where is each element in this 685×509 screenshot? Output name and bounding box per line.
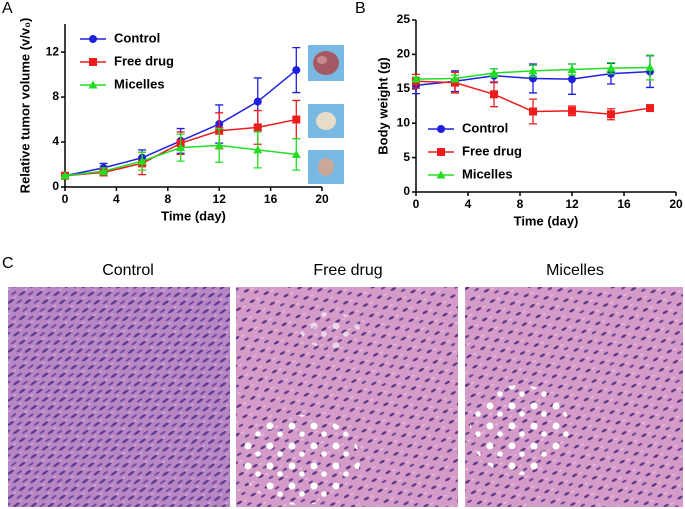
marker: [489, 68, 499, 77]
y-tick-label: 4: [52, 134, 59, 148]
y-tick-label: 8: [52, 89, 59, 103]
marker: [253, 97, 262, 106]
y-axis-label: Body weight (g): [375, 57, 390, 155]
x-tick-label: 12: [213, 192, 227, 206]
legend-marker: [89, 58, 97, 66]
marker: [645, 62, 655, 71]
histology-title: Micelles: [546, 262, 604, 279]
legend-label: Control: [462, 120, 508, 135]
x-tick-label: 16: [617, 197, 631, 211]
x-tick-label: 0: [62, 192, 69, 206]
marker: [646, 104, 654, 113]
y-tick-label: 25: [397, 12, 411, 26]
y-tick-label: 12: [46, 44, 60, 58]
marker: [567, 65, 577, 74]
tumor-photos: [308, 45, 344, 184]
marker: [176, 143, 186, 152]
legend-label: Free drug: [114, 53, 174, 68]
marker: [214, 140, 224, 149]
marker: [60, 171, 70, 180]
marker: [411, 74, 421, 83]
marker: [528, 66, 538, 75]
legend-label: Control: [114, 30, 160, 45]
marker: [450, 73, 460, 82]
x-tick-label: 0: [413, 197, 420, 211]
x-axis-label: Time (day): [514, 213, 579, 228]
marker: [529, 107, 537, 116]
histology-images: [8, 287, 683, 507]
x-tick-label: 16: [264, 192, 278, 206]
marker: [292, 115, 301, 124]
legend-marker: [436, 170, 446, 179]
y-tick-label: 5: [403, 150, 410, 164]
y-tick-label: 10: [397, 115, 411, 129]
legend-marker: [437, 125, 445, 133]
marker: [568, 106, 576, 115]
x-tick-label: 8: [164, 192, 171, 206]
histology-title: Control: [102, 262, 154, 279]
y-tick-label: 20: [397, 47, 411, 61]
marker: [137, 156, 147, 165]
marker: [451, 78, 459, 87]
marker: [490, 90, 498, 99]
marker: [292, 66, 301, 75]
legend-marker: [88, 80, 98, 89]
marker: [253, 123, 262, 132]
panel-label: A: [2, 0, 13, 17]
y-tick-label: 0: [52, 179, 59, 193]
y-axis-label: Relative tumor volume (v/v₀): [17, 18, 32, 194]
legend-marker: [89, 35, 97, 43]
histology-title: Free drug: [313, 262, 382, 279]
legend-label: Free drug: [462, 143, 522, 158]
x-tick-label: 4: [465, 197, 472, 211]
panel-label: B: [355, 0, 366, 17]
marker: [291, 149, 301, 158]
marker: [568, 75, 576, 84]
marker: [606, 63, 616, 72]
marker: [607, 110, 615, 119]
marker: [253, 145, 263, 154]
x-tick-label: 20: [315, 192, 329, 206]
x-tick-label: 20: [669, 197, 683, 211]
panel-label: C: [2, 255, 14, 272]
y-tick-label: 15: [397, 81, 411, 95]
legend-label: Micelles: [114, 76, 165, 91]
legend-label: Micelles: [462, 166, 513, 181]
x-axis-label: Time (day): [161, 208, 226, 223]
x-tick-label: 4: [113, 192, 120, 206]
x-tick-label: 12: [565, 197, 579, 211]
y-tick-label: 0: [403, 184, 410, 198]
x-tick-label: 8: [517, 197, 524, 211]
marker: [99, 166, 109, 175]
legend-marker: [437, 148, 445, 156]
